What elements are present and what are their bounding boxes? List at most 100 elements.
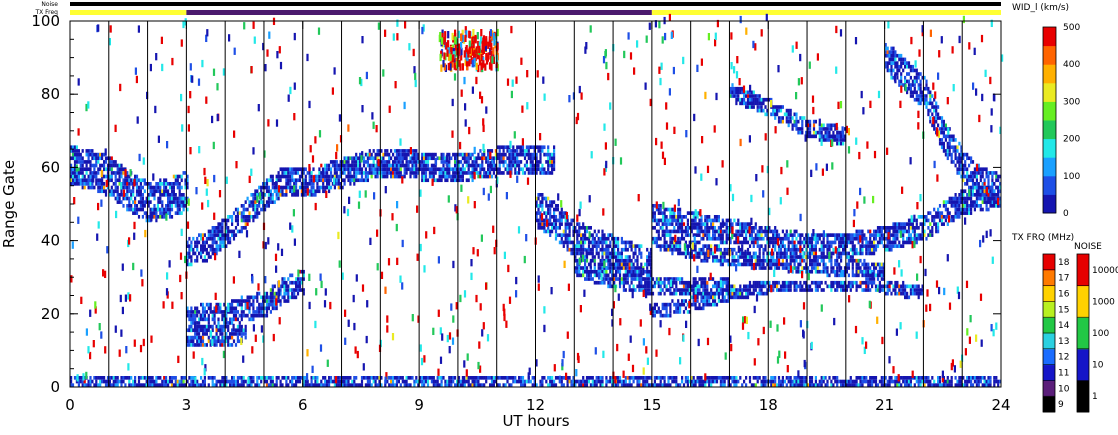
echo-cell — [611, 247, 614, 252]
echo-cell — [739, 229, 742, 234]
echo-cell — [970, 196, 973, 201]
echo-cell — [909, 83, 912, 87]
echo-cell — [219, 339, 222, 344]
echo-cell — [227, 328, 230, 333]
echo-cell — [898, 57, 901, 62]
echo-cell — [655, 229, 658, 234]
echo-cell — [917, 226, 920, 230]
echo-cell — [246, 295, 249, 300]
echo-cell — [942, 119, 945, 124]
echo-cell — [880, 262, 883, 267]
echo-cell — [570, 247, 573, 252]
echo-cell — [397, 156, 400, 161]
echo-cell — [120, 200, 123, 204]
echo-cell — [741, 295, 744, 300]
echo-cell — [638, 273, 641, 278]
echo-cell — [459, 160, 463, 164]
echo-cell — [349, 167, 352, 172]
echo-cell — [601, 244, 604, 248]
echo-cell — [535, 160, 538, 164]
echo-cell — [516, 171, 519, 175]
echo-cell — [684, 291, 687, 296]
echo-cell — [721, 236, 724, 241]
echo-cell — [467, 178, 470, 183]
echo-cell — [477, 163, 480, 168]
echo-cell — [741, 291, 744, 296]
echo-cell — [906, 61, 909, 65]
echo-cell — [324, 167, 327, 172]
echo-cell — [337, 185, 340, 190]
echo-cell — [271, 288, 274, 292]
echo-cell — [719, 299, 722, 303]
echo-cell — [71, 149, 75, 153]
echo-cell — [968, 211, 971, 215]
echo-cell — [900, 291, 903, 296]
echo-cell — [597, 262, 600, 267]
echo-cell — [339, 163, 342, 168]
echo-cell — [521, 167, 525, 172]
echo-cell — [615, 262, 618, 267]
echo-cell — [873, 251, 876, 256]
echo-cell — [925, 218, 928, 223]
echo-cell — [983, 185, 986, 190]
echo-cell — [190, 339, 193, 344]
echo-cell — [184, 196, 187, 201]
echo-cell — [281, 193, 284, 197]
echo-cell — [302, 269, 305, 274]
echo-cell — [865, 269, 868, 274]
echo-cell — [504, 145, 507, 150]
echo-cell — [585, 269, 589, 274]
echo-cell — [871, 269, 874, 274]
echo-cell — [723, 229, 726, 234]
echo-cell — [201, 310, 205, 314]
echo-cell — [770, 240, 773, 245]
echo-cell — [789, 280, 792, 285]
echo-cell — [300, 269, 303, 274]
echo-cell — [384, 167, 387, 172]
echo-cell — [789, 258, 792, 263]
echo-cell — [677, 236, 680, 241]
echo-cell — [209, 255, 212, 259]
echo-cell — [456, 160, 459, 164]
echo-cell — [923, 222, 926, 226]
echo-cell — [479, 163, 482, 168]
echo-cell — [378, 171, 381, 175]
echo-cell — [514, 152, 517, 157]
echo-cell — [917, 284, 920, 289]
echo-cell — [712, 233, 715, 237]
echo-cell — [814, 240, 817, 245]
echo-cell — [568, 240, 571, 245]
echo-cell — [919, 291, 922, 296]
echo-cell — [108, 167, 111, 172]
echo-cell — [211, 251, 214, 256]
echo-cell — [651, 236, 655, 241]
echo-cell — [296, 291, 300, 296]
echo-cell — [252, 306, 255, 311]
echo-cell — [764, 284, 767, 289]
echo-cell — [564, 215, 567, 219]
echo-cell — [900, 75, 903, 80]
echo-cell — [93, 156, 96, 161]
echo-cell — [560, 218, 563, 223]
echo-cell — [754, 226, 757, 230]
echo-cell — [141, 196, 144, 201]
echo-cell — [809, 269, 812, 274]
echo-cell — [913, 90, 916, 95]
echo-cell — [225, 222, 228, 226]
echo-cell — [459, 178, 463, 183]
echo-cell — [516, 149, 519, 153]
echo-cell — [194, 332, 197, 336]
echo-cell — [618, 284, 622, 289]
echo-cell — [502, 160, 505, 164]
echo-cell — [554, 215, 558, 219]
echo-cell — [931, 229, 934, 234]
echo-cell — [665, 218, 668, 223]
echo-cell — [551, 163, 554, 168]
echo-cell — [791, 240, 794, 245]
echo-cell — [537, 145, 540, 150]
echo-cell — [677, 277, 680, 281]
echo-cell — [605, 255, 608, 259]
echo-cell — [545, 200, 548, 204]
echo-cell — [975, 193, 978, 197]
echo-cell — [787, 236, 790, 241]
